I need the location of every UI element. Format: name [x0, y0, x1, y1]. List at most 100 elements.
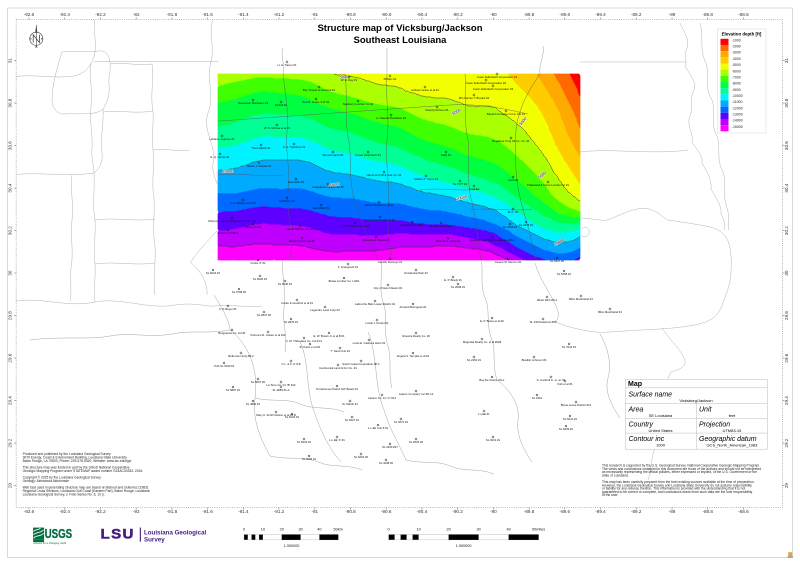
svg-text:5000: 5000 — [340, 75, 350, 80]
svg-text:SL 6227 #1: SL 6227 #1 — [345, 418, 360, 422]
svg-text:-90.2: -90.2 — [452, 12, 463, 17]
svg-text:C.L. & F 'A' # B: C.L. & F 'A' # B — [282, 362, 301, 366]
svg-text:Jarhorn T. Joyce #1: Jarhorn T. Joyce #1 — [414, 177, 439, 181]
svg-text:5000: 5000 — [518, 115, 528, 126]
svg-text:This structure map was funded: This structure map was funded in part by… — [23, 466, 130, 470]
svg-text:Camille Rozerge #1: Camille Rozerge #1 — [378, 260, 403, 264]
svg-text:Laterre Company Inc #D-12: Laterre Company Inc #D-12 — [399, 392, 434, 396]
svg-text:The views and conclusions cont: The views and conclusions contained in t… — [602, 467, 761, 471]
svg-text:Phillips #1: Phillips #1 — [384, 77, 397, 81]
svg-text:31: 31 — [8, 58, 13, 64]
svg-text:W. N. McVea et al #1: W. N. McVea et al #1 — [264, 126, 291, 130]
svg-text:St. Martin #1: St. Martin #1 — [342, 402, 358, 406]
svg-text:SL 7041 #1: SL 7041 #1 — [562, 345, 577, 349]
svg-text:-89.4: -89.4 — [595, 509, 606, 514]
svg-text:-8000: -8000 — [732, 82, 741, 86]
svg-text:-9000: -9000 — [732, 88, 741, 92]
svg-text:Continental Land & Fur Co. #1: Continental Land & Fur Co. #1 — [319, 366, 357, 370]
svg-text:-88.8: -88.8 — [702, 12, 713, 17]
svg-text:10: 10 — [416, 528, 420, 532]
svg-text:30.2: 30.2 — [784, 226, 789, 235]
svg-text:Bayard Container Corp. Pet #1: Bayard Container Corp. Pet #1 — [487, 112, 526, 116]
svg-text:Leblanc -Lejeune #1: Leblanc -Lejeune #1 — [209, 137, 235, 141]
svg-text:30.4: 30.4 — [784, 183, 789, 192]
svg-text:S. Cockrell Jr. et. al. #1: S. Cockrell Jr. et. al. #1 — [537, 378, 566, 382]
svg-text:-90.2: -90.2 — [452, 509, 463, 514]
svg-text:Lovell J. Pertuit #1: Lovell J. Pertuit #1 — [365, 321, 388, 325]
svg-text:Area: Area — [628, 407, 644, 414]
svg-text:Boy Scouts of America #1: Boy Scouts of America #1 — [303, 88, 335, 92]
svg-text:R. Kuntz et al #1: R. Kuntz et al #1 — [300, 345, 321, 349]
svg-text:SL 4883 #1-A: SL 4883 #1-A — [272, 388, 289, 392]
svg-text:SL 6241 #1: SL 6241 #1 — [563, 417, 578, 421]
svg-text:SL 330 Delacroix #55: SL 330 Delacroix #55 — [530, 320, 557, 324]
svg-text:0: 0 — [243, 528, 245, 532]
svg-text:-90.6: -90.6 — [381, 509, 392, 514]
svg-text:Occidental Park #1: Occidental Park #1 — [404, 271, 428, 275]
svg-text:-90.4: -90.4 — [417, 509, 428, 514]
svg-text:30.8: 30.8 — [784, 98, 789, 107]
svg-text:10000: 10000 — [328, 181, 340, 188]
svg-text:SL 2608 #1: SL 2608 #1 — [451, 285, 466, 289]
svg-text:Cown Zellerbach Corporation #1: Cown Zellerbach Corporation #1 — [477, 75, 518, 79]
svg-text:-89.2: -89.2 — [631, 12, 642, 17]
svg-text:Louis E. Cashera Heirs #1: Louis E. Cashera Heirs #1 — [353, 341, 386, 345]
svg-text:-92.2: -92.2 — [95, 509, 106, 514]
svg-text:-92: -92 — [133, 509, 140, 514]
svg-text:0: 0 — [388, 528, 390, 532]
svg-text:McGill #1: McGill #1 — [275, 103, 287, 107]
svg-text:30: 30 — [784, 270, 789, 276]
svg-text:feet: feet — [729, 413, 737, 418]
svg-text:-89.6: -89.6 — [560, 509, 571, 514]
svg-text:Map: Map — [628, 381, 642, 388]
svg-text:SL 2462 #1: SL 2462 #1 — [467, 358, 482, 362]
svg-text:L.L.&E Unit 5 #1: L.L.&E Unit 5 #1 — [368, 426, 389, 430]
svg-text:-89.2: -89.2 — [631, 509, 642, 514]
svg-text:Well tops used in generating s: Well tops used in generating structure m… — [23, 486, 149, 490]
svg-text:Louisiana Geological Survey, v: Louisiana Geological Survey, v. Folio Se… — [23, 493, 106, 497]
svg-text:Structure map of Vicksburg/Jac: Structure map of Vicksburg/Jackson — [317, 23, 482, 34]
svg-text:30: 30 — [8, 270, 13, 276]
svg-text:Barnett Harra #1: Barnett Harra #1 — [323, 153, 344, 157]
svg-text:Unit: Unit — [699, 407, 713, 414]
svg-text:SL 1901: SL 1901 — [532, 396, 543, 400]
svg-text:29.4: 29.4 — [784, 396, 789, 405]
svg-text:La Terre Co. Inc 'B' #12: La Terre Co. Inc 'B' #12 — [266, 383, 295, 387]
svg-text:SL 5040 #1: SL 5040 #1 — [278, 282, 293, 286]
svg-text:Cown Zellerbach Corporation #2: Cown Zellerbach Corporation #2 — [466, 81, 507, 85]
svg-text:29.4: 29.4 — [8, 396, 13, 405]
svg-text:Cocke '#' #1: Cocke '#' #1 — [250, 261, 266, 265]
svg-text:J. A. Wilborn et al #1: J. A. Wilborn et al #1 — [230, 201, 256, 205]
svg-text:Bessie Farms Inc #1: Bessie Farms Inc #1 — [289, 239, 315, 243]
svg-text:'Y' Sand Unit #1: 'Y' Sand Unit #1 — [330, 349, 350, 353]
svg-text:SL 6026 #1: SL 6026 #1 — [253, 277, 268, 281]
svg-text:Rosedown Plantation #1: Rosedown Plantation #1 — [238, 101, 269, 105]
svg-text:-2000: -2000 — [732, 45, 741, 49]
svg-text:Bogalusa Tung Oil Co. Inc. #1: Bogalusa Tung Oil Co. Inc. #1 — [492, 139, 530, 143]
svg-text:Armand Bourgeois #1: Armand Bourgeois #1 — [399, 305, 426, 309]
svg-text:29: 29 — [784, 483, 789, 489]
svg-text:-90: -90 — [490, 509, 497, 514]
svg-text:Baton Rouge, LA 70803, Phone:: Baton Rouge, LA 70803, Phone: 225-578-53… — [23, 459, 132, 463]
svg-text:Hampshir #2: Hampshir #2 — [288, 180, 304, 184]
svg-text:Fish et al #1: Fish et al #1 — [557, 382, 573, 386]
svg-text:-91.6: -91.6 — [202, 509, 213, 514]
svg-text:Lafourche Bain Lower District: Lafourche Bain Lower District #1 — [355, 302, 396, 306]
svg-text:20: 20 — [446, 528, 450, 532]
svg-text:-10000: -10000 — [732, 94, 743, 98]
svg-text:3079 Energy, Coast & Environme: 3079 Energy, Coast & Environment Buildin… — [23, 455, 127, 459]
svg-text:-91: -91 — [311, 12, 318, 17]
svg-text:SL 5708 #2: SL 5708 #2 — [232, 290, 247, 294]
svg-text:Fred #1: Fred #1 — [469, 187, 479, 191]
svg-text:SL 8124 #1: SL 8124 #1 — [285, 415, 300, 419]
svg-text:Copyright © 2025 by the Louisi: Copyright © 2025 by the Louisiana Geolog… — [23, 476, 102, 480]
svg-text:C. M. Thibodaux Co. Ltd #1 b: C. M. Thibodaux Co. Ltd #1 b — [286, 339, 323, 343]
svg-text:29: 29 — [8, 483, 13, 489]
svg-text:SL 4884 #1: SL 4884 #1 — [246, 402, 261, 406]
svg-text:-89: -89 — [669, 12, 676, 17]
svg-text:SL 2876 #1: SL 2876 #1 — [284, 320, 299, 324]
svg-text:Regional Cross Sections, Louis: Regional Cross Sections, Louisiana Gulf … — [23, 489, 150, 493]
svg-text:30.4: 30.4 — [8, 183, 13, 192]
svg-text:Trans-Match #1: Trans-Match #1 — [251, 146, 271, 150]
svg-text:L.L&E #1: L.L&E #1 — [478, 412, 490, 416]
